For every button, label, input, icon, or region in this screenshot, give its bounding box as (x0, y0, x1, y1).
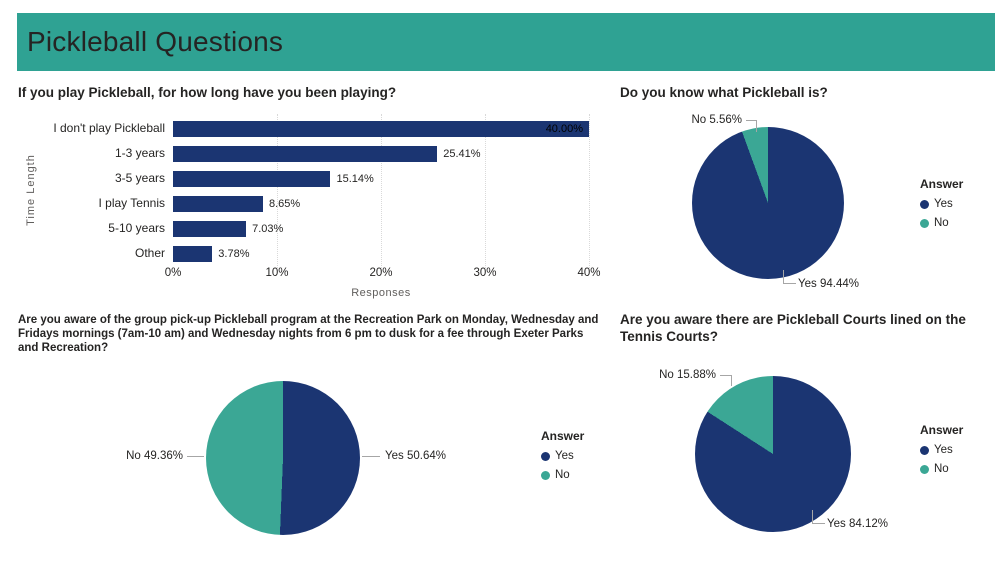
legend-label: No (934, 217, 949, 229)
leader-line (746, 120, 757, 132)
leader-line (720, 375, 732, 386)
legend-label: Yes (934, 444, 953, 456)
legend-label: Yes (555, 450, 574, 462)
bar-chart-title: If you play Pickleball, for how long hav… (18, 85, 397, 100)
legend-swatch-yes (920, 199, 929, 209)
bar-fill[interactable] (173, 120, 589, 137)
legend-swatch-no (920, 464, 929, 474)
pie-know-title: Do you know what Pickleball is? (620, 85, 828, 100)
x-tick: 20% (369, 267, 393, 279)
bar-row: 7.03% (173, 216, 589, 241)
bar-fill[interactable] (173, 195, 263, 212)
bar-row: 15.14% (173, 166, 589, 191)
pie-callout-yes: Yes 94.44% (798, 278, 859, 290)
category-label: 3-5 years (114, 171, 165, 185)
legend-swatch-no (920, 218, 929, 228)
gridline (381, 114, 382, 268)
leader-line (362, 456, 380, 458)
pie-callout-yes: Yes 84.12% (827, 518, 888, 530)
legend-swatch-yes (541, 451, 550, 461)
category-label: 1-3 years (114, 146, 165, 160)
legend: Answer Yes No (920, 423, 963, 475)
pie-callout-no: No 15.88% (659, 369, 716, 381)
y-axis-category-labels: I don't play Pickleball 1-3 years 3-5 ye… (18, 116, 165, 266)
x-axis-title: Responses (351, 287, 411, 299)
bar-value-label: 3.78% (218, 247, 250, 260)
pie-courts-title: Are you aware there are Pickleball Court… (620, 312, 966, 344)
legend-item-no[interactable]: No (920, 217, 963, 229)
bar-plot-area: 40.00% 25.41% 15.14% 8.65% 7.03% 3.78% (173, 114, 590, 268)
legend-label: No (555, 469, 570, 481)
legend-swatch-no (541, 470, 550, 480)
category-label: 5-10 years (108, 221, 165, 235)
bar-fill[interactable] (173, 220, 247, 237)
pie-know-pickleball[interactable] (692, 127, 844, 279)
bar-row: 25.41% (173, 141, 589, 166)
pie-program-title: Are you aware of the group pick-up Pickl… (18, 314, 599, 354)
leader-line (187, 456, 204, 458)
bar-value-label: 8.65% (268, 197, 301, 210)
x-axis-ticks: 0% 10% 20% 30% 40% (165, 267, 601, 281)
bar-fill[interactable] (173, 170, 331, 187)
category-label: I play Tennis (98, 196, 166, 210)
bar-fill[interactable] (173, 245, 213, 262)
gridline (589, 114, 590, 268)
pie-courts-awareness[interactable] (695, 376, 851, 532)
legend-swatch-yes (920, 445, 929, 455)
page-title: Pickleball Questions (27, 26, 284, 57)
legend-title: Answer (920, 423, 964, 437)
legend: Answer Yes No (541, 429, 584, 481)
bar-value-label: 15.14% (336, 172, 374, 185)
x-tick: 10% (265, 267, 289, 279)
bar-value-label: 7.03% (252, 222, 284, 235)
leader-line (812, 510, 825, 524)
bar-value-label: 40.00% (545, 122, 583, 135)
legend-label: Yes (934, 198, 953, 210)
category-label: Other (134, 246, 165, 260)
legend-item-yes[interactable]: Yes (541, 450, 584, 462)
pie-callout-no: No 49.36% (126, 450, 183, 462)
legend: Answer Yes No (920, 177, 963, 229)
legend-item-yes[interactable]: Yes (920, 444, 963, 456)
pie-callout-no: No 5.56% (691, 114, 742, 126)
pie-program-awareness[interactable] (206, 381, 360, 535)
legend-item-no[interactable]: No (541, 469, 584, 481)
bar-row: 3.78% (173, 241, 589, 266)
header: Pickleball Questions (17, 13, 995, 71)
legend-label: No (934, 463, 949, 475)
bar-row: 8.65% (173, 191, 589, 216)
pie-callout-yes: Yes 50.64% (385, 450, 446, 462)
gridline (485, 114, 486, 268)
bar-fill[interactable] (173, 145, 438, 162)
x-tick: 30% (473, 267, 497, 279)
category-label: I don't play Pickleball (53, 121, 165, 135)
x-tick: 40% (577, 267, 601, 279)
leader-line (783, 270, 796, 284)
x-tick: 0% (164, 267, 182, 279)
gridline (277, 114, 278, 268)
bar-row: 40.00% (173, 116, 589, 141)
legend-item-yes[interactable]: Yes (920, 198, 963, 210)
legend-item-no[interactable]: No (920, 463, 963, 475)
legend-title: Answer (920, 177, 964, 191)
legend-title: Answer (541, 429, 585, 443)
bar-value-label: 25.41% (443, 147, 481, 160)
